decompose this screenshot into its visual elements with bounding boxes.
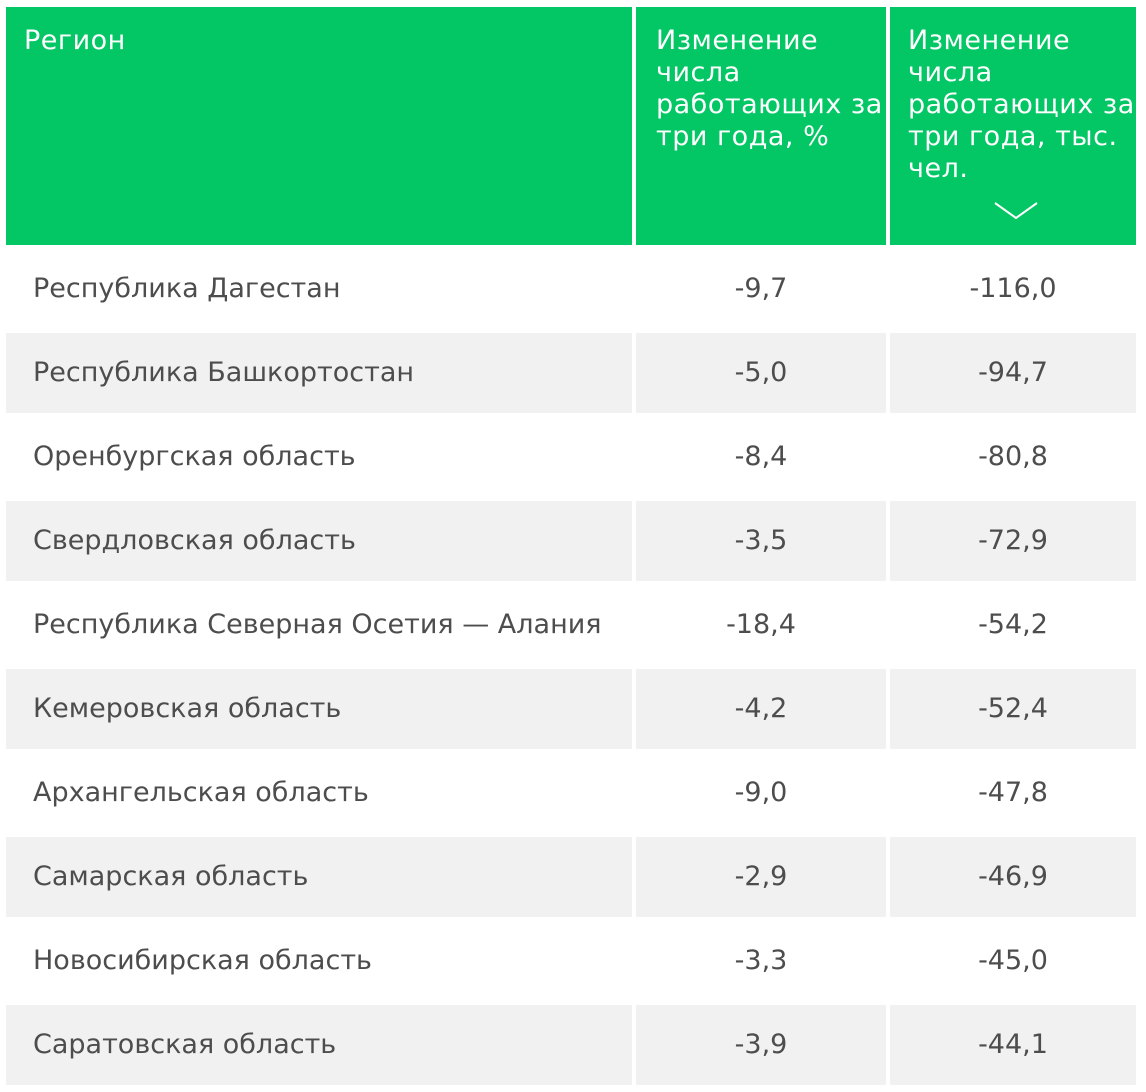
cell-change-thousands: -54,2 — [978, 609, 1048, 640]
table-row: Свердловская область -3,5 -72,9 — [6, 501, 1136, 581]
data-table: Регион Изменение числа работающих за три… — [6, 7, 1136, 1085]
cell-change-thousands: -116,0 — [969, 273, 1057, 304]
cell-change-thousands: -72,9 — [890, 501, 1136, 581]
table-row: Архангельская область -9,0 -47,8 — [6, 753, 1136, 833]
cell-change-percent: -3,9 — [636, 1005, 886, 1085]
cell-change-percent: -18,4 — [726, 609, 796, 640]
cell-change-percent: -9,0 — [734, 777, 788, 808]
cell-region: Республика Северная Осетия — Алания — [33, 609, 602, 640]
cell-change-percent: -5,0 — [636, 333, 886, 413]
cell-change-percent: -2,9 — [636, 837, 886, 917]
cell-region: Новосибирская область — [33, 945, 372, 976]
table-body: Республика Дагестан -9,7 -116,0 Республи… — [6, 249, 1136, 1085]
cell-region: Оренбургская область — [33, 441, 356, 472]
table-row: Республика Башкортостан -5,0 -94,7 — [6, 333, 1136, 413]
cell-region: Свердловская область — [6, 501, 632, 581]
cell-region: Архангельская область — [33, 777, 369, 808]
column-header-change-percent-label: Изменение числа работающих за три года, … — [656, 25, 883, 152]
column-header-region[interactable]: Регион — [6, 7, 632, 245]
cell-change-percent: -3,5 — [636, 501, 886, 581]
table-row: Самарская область -2,9 -46,9 — [6, 837, 1136, 917]
column-header-change-percent[interactable]: Изменение числа работающих за три года, … — [636, 7, 886, 245]
table-header: Регион Изменение числа работающих за три… — [6, 7, 1136, 245]
cell-change-thousands: -46,9 — [890, 837, 1136, 917]
table-row: Республика Дагестан -9,7 -116,0 — [6, 249, 1136, 329]
cell-change-thousands: -45,0 — [978, 945, 1048, 976]
cell-change-thousands: -94,7 — [890, 333, 1136, 413]
cell-change-percent: -8,4 — [734, 441, 788, 472]
cell-change-percent: -3,3 — [734, 945, 788, 976]
table-row: Саратовская область -3,9 -44,1 — [6, 1005, 1136, 1085]
cell-region: Кемеровская область — [6, 669, 632, 749]
cell-region: Республика Дагестан — [33, 273, 341, 304]
cell-region: Республика Башкортостан — [6, 333, 632, 413]
table-row: Республика Северная Осетия — Алания -18,… — [6, 585, 1136, 665]
table-row: Кемеровская область -4,2 -52,4 — [6, 669, 1136, 749]
cell-change-thousands: -80,8 — [978, 441, 1048, 472]
cell-change-thousands: -47,8 — [978, 777, 1048, 808]
cell-region: Самарская область — [6, 837, 632, 917]
column-header-change-thousands-label: Изменение числа работающих за три года, … — [908, 25, 1135, 184]
chevron-down-icon[interactable] — [993, 199, 1039, 223]
table-row: Оренбургская область -8,4 -80,8 — [6, 417, 1136, 497]
table-row: Новосибирская область -3,3 -45,0 — [6, 921, 1136, 1001]
cell-change-thousands: -52,4 — [890, 669, 1136, 749]
column-header-change-thousands[interactable]: Изменение числа работающих за три года, … — [890, 7, 1136, 245]
cell-change-percent: -9,7 — [734, 273, 788, 304]
cell-region: Саратовская область — [6, 1005, 632, 1085]
cell-change-thousands: -44,1 — [890, 1005, 1136, 1085]
cell-change-percent: -4,2 — [636, 669, 886, 749]
